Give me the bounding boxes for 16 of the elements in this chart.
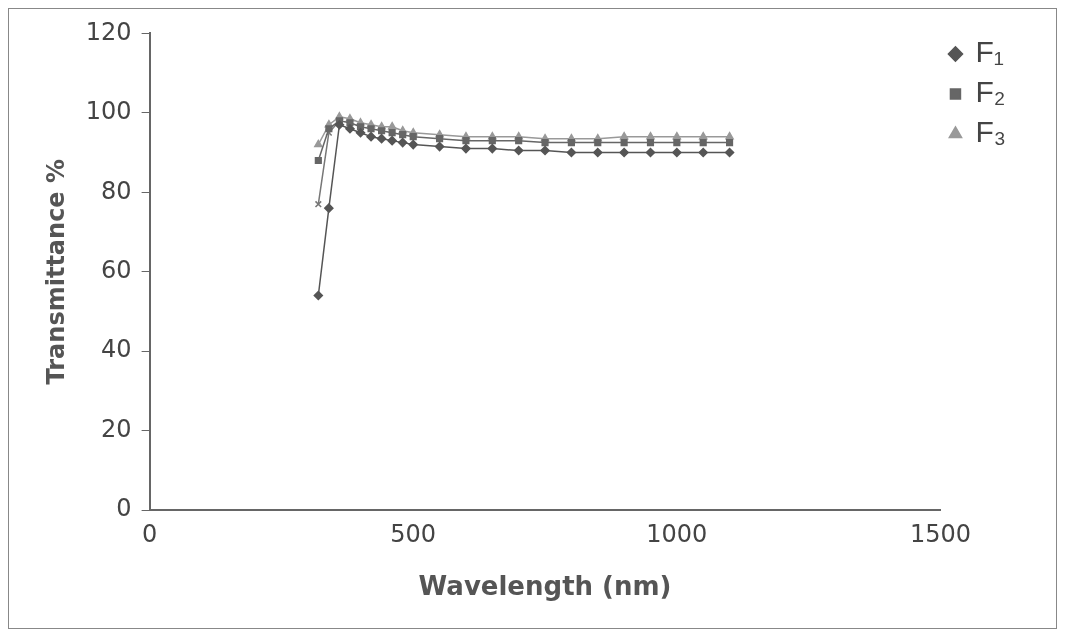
y-axis-title: Transmittance %	[41, 158, 70, 385]
legend-label: F₂	[975, 75, 1006, 109]
y-tick-label: 100	[85, 97, 132, 126]
x-tick-label: 1000	[646, 519, 708, 548]
y-tick-label: 80	[101, 176, 132, 205]
x-tick-label: 500	[390, 519, 437, 548]
y-tick-label: 20	[101, 414, 132, 443]
y-tick-label: 60	[101, 255, 132, 284]
legend-label: F₁	[975, 35, 1004, 69]
y-tick-label: 120	[85, 17, 132, 46]
x-axis-title: Wavelength (nm)	[418, 571, 672, 602]
legend-label: F₃	[975, 115, 1006, 149]
x-tick-label: 0	[141, 519, 158, 548]
x-tick-label: 1500	[909, 519, 971, 548]
y-tick-label: 40	[101, 335, 132, 364]
y-tick-label: 0	[116, 494, 132, 523]
